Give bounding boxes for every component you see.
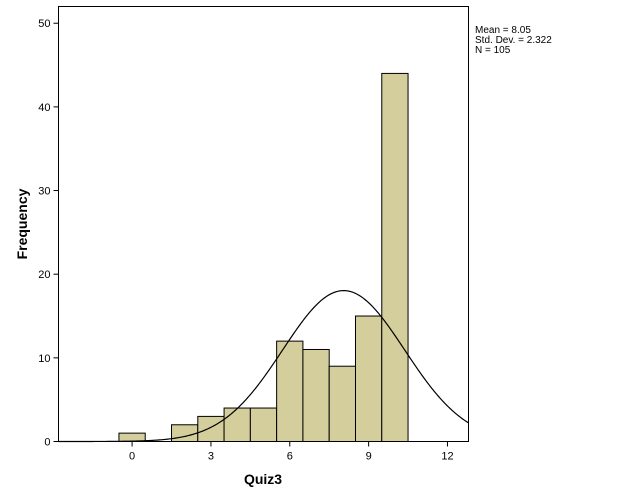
x-axis-title: Quiz3 <box>244 471 282 487</box>
stats-mean: Mean = 8.05 <box>475 25 531 36</box>
y-tick-label: 10 <box>38 353 50 365</box>
histogram-bar <box>276 340 304 442</box>
y-axis-ticks: 0 10 20 30 40 50 <box>38 18 59 449</box>
y-axis-title: Frequency <box>14 188 30 259</box>
histogram-bar <box>354 315 383 442</box>
histogram-bar <box>381 72 409 442</box>
x-axis-ticks: 0 3 6 9 12 <box>129 441 454 463</box>
x-tick-label: 9 <box>366 451 372 463</box>
normal-curve <box>58 289 469 443</box>
stats-box: Mean = 8.05 Std. Dev. = 2.322 N = 105 <box>475 26 552 56</box>
histogram-bar <box>249 407 278 443</box>
histogram-bar <box>171 424 199 442</box>
x-tick-label: 3 <box>208 451 214 463</box>
x-tick-label: 12 <box>441 451 453 463</box>
stats-n: N = 105 <box>475 45 511 56</box>
histogram-bar <box>223 407 251 443</box>
y-tick-label: 40 <box>38 102 50 114</box>
histogram-bar <box>328 365 356 442</box>
x-tick-label: 6 <box>287 451 293 463</box>
bars-group <box>118 72 409 443</box>
histogram-bar <box>118 432 146 443</box>
histogram-bar <box>197 415 225 442</box>
y-tick-label: 20 <box>38 269 50 281</box>
stats-sd: Std. Dev. = 2.322 <box>475 35 552 46</box>
y-tick-label: 30 <box>38 186 50 198</box>
y-tick-label: 50 <box>38 18 50 30</box>
y-tick-label: 0 <box>44 437 50 449</box>
histogram-bar <box>302 348 330 443</box>
x-tick-label: 0 <box>129 451 135 463</box>
